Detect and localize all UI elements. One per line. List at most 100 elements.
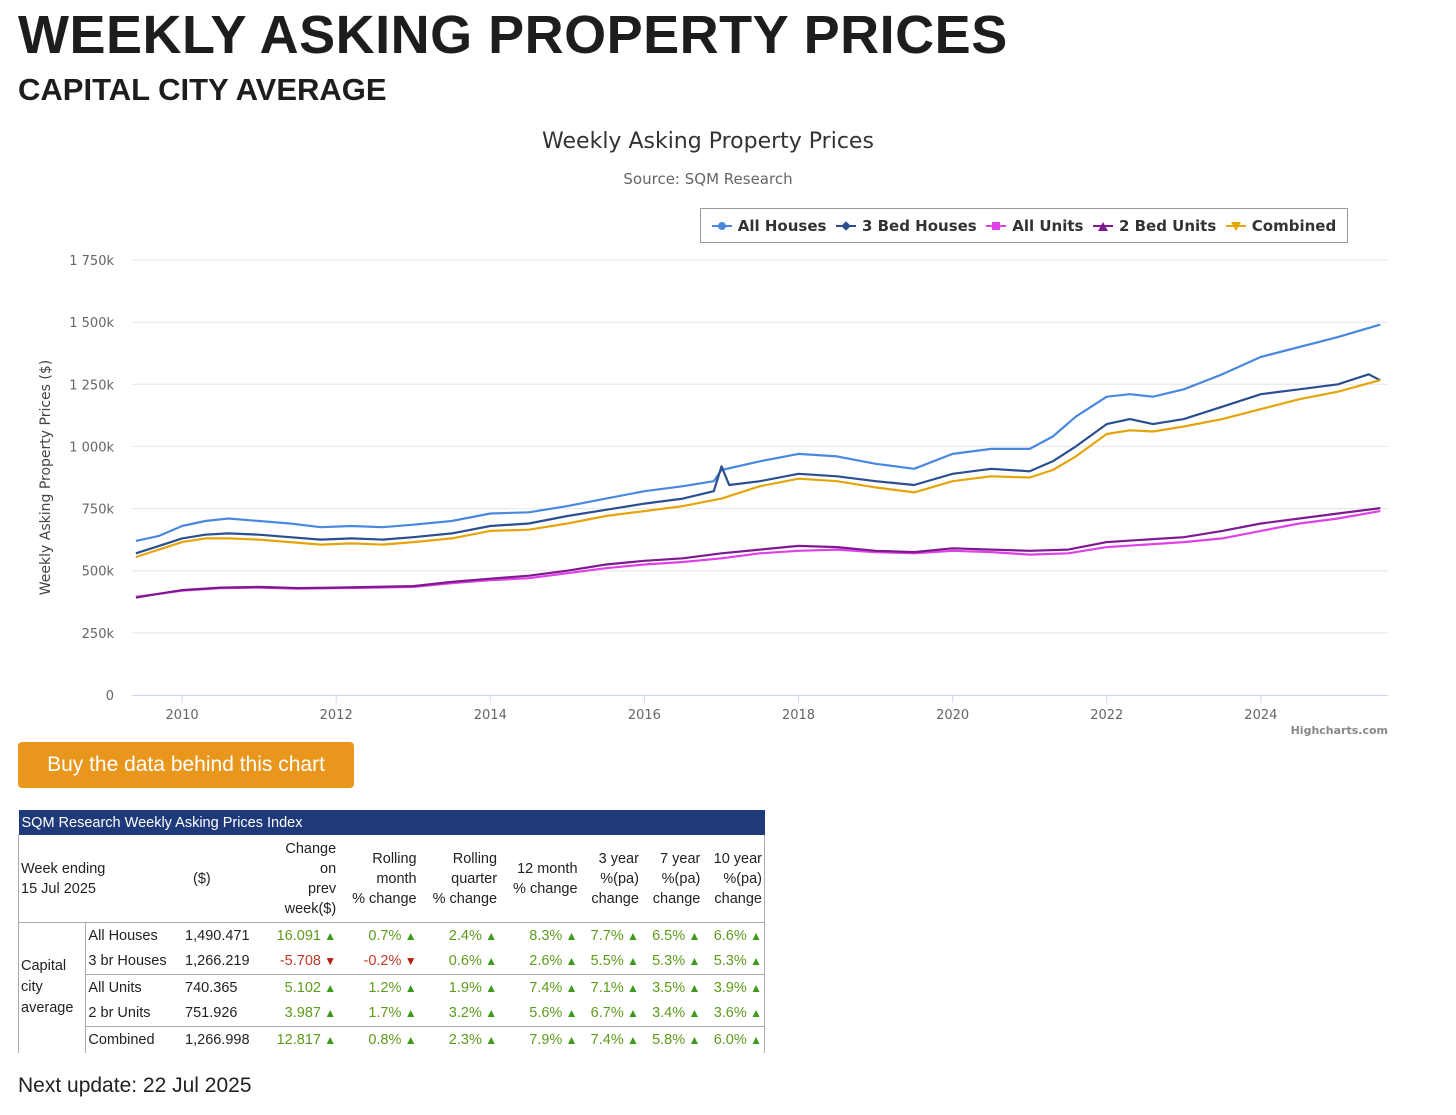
row-label: All Units [85, 974, 184, 1001]
legend-item[interactable]: All Houses [711, 217, 826, 235]
up-arrow-icon: ▲ [562, 1006, 578, 1021]
table-header-row: Week ending 15 Jul 2025 ($) Change on prev… [18, 835, 766, 923]
up-arrow-icon: ▲ [623, 1006, 639, 1021]
y-tick-label: 250k [82, 627, 115, 642]
change-value: 7.9% [529, 1031, 563, 1048]
page-subtitle: CAPITAL CITY AVERAGE [18, 72, 387, 107]
header-c1: Change on prev week($) [284, 840, 337, 917]
change-cell: 5.102 ▲ [263, 974, 339, 1001]
change-cell: 5.6% ▲ [499, 1001, 579, 1027]
up-arrow-icon: ▲ [685, 1032, 701, 1047]
header-c3: Rolling quarter% change [432, 850, 498, 907]
x-tick-label: 2022 [1090, 708, 1123, 723]
change-cell: 6.6% ▲ [702, 922, 766, 949]
change-cell: 6.0% ▲ [702, 1026, 766, 1053]
legend-item[interactable]: 2 Bed Units [1092, 217, 1216, 235]
buy-data-button[interactable]: Buy the data behind this chart [18, 742, 354, 788]
up-arrow-icon: ▲ [562, 928, 578, 943]
change-cell: 7.4% ▲ [579, 1026, 641, 1053]
change-cell: 7.9% ▲ [499, 1026, 580, 1053]
y-axis-label: Weekly Asking Property Prices ($) [38, 360, 54, 595]
change-cell: 6.5% ▲ [641, 923, 702, 949]
series-line-all-units[interactable] [135, 510, 1381, 598]
change-cell: -0.2% ▼ [338, 949, 418, 975]
row-label: All Houses [88, 927, 158, 944]
row-price: 1,266.998 [183, 1026, 264, 1053]
change-cell: 12.817 ▲ [263, 1026, 339, 1053]
square-marker-icon [986, 219, 1007, 233]
up-arrow-icon: ▲ [623, 980, 639, 995]
change-value: 3.2% [448, 1005, 482, 1022]
chart-container: Weekly Asking Property Prices Source: SQM… [0, 110, 1456, 750]
up-arrow-icon: ▲ [685, 954, 701, 969]
y-tick-label: 1 750k [69, 254, 114, 269]
header-week: Week ending 15 Jul 2025 [18, 835, 184, 923]
series-line-combined[interactable] [135, 379, 1381, 559]
row-price: 740.365 [183, 974, 264, 1001]
change-value: 1.9% [448, 979, 482, 996]
change-value: 6.0% [713, 1031, 747, 1048]
chart-legend: All Houses 3 Bed Houses All Units 2 Bed Uni… [700, 208, 1348, 243]
change-value: 1.7% [368, 1005, 402, 1022]
change-value: 5.3% [713, 953, 747, 970]
x-tick-label: 2024 [1244, 708, 1277, 723]
change-value: -0.2% [363, 953, 402, 970]
line-chart: Weekly Asking Property Prices Source: SQM… [38, 129, 1388, 723]
index-table: SQM Research Weekly Asking Prices Index … [17, 810, 766, 1053]
up-arrow-icon: ▲ [685, 980, 701, 995]
change-value: 3.987 [284, 1005, 321, 1022]
x-tick-label: 2018 [782, 708, 815, 723]
change-cell: 6.7% ▲ [580, 1001, 641, 1027]
change-cell: 1.9% ▲ [418, 974, 500, 1001]
change-value: 3.5% [652, 979, 686, 996]
y-tick-label: 1 250k [69, 378, 114, 393]
up-arrow-icon: ▲ [320, 1006, 337, 1021]
page-title: WEEKLY ASKING PROPERTY PRICES [18, 5, 1008, 65]
next-update-text: Next update: 22 Jul 2025 [18, 1074, 252, 1097]
up-arrow-icon: ▲ [623, 928, 639, 943]
triangle-down-marker-icon [1225, 219, 1246, 233]
legend-item[interactable]: All Units [986, 217, 1083, 235]
legend-item[interactable]: 3 Bed Houses [835, 217, 977, 235]
table-row: Combined 1,266.998 12.817 ▲ 0.8% ▲ 2.3% ▲ 7.9… [19, 1026, 766, 1053]
header-price: ($) [193, 870, 211, 887]
change-value: 0.7% [368, 927, 402, 944]
row-label: 3 br Houses [88, 953, 167, 970]
legend-item[interactable]: Combined [1225, 216, 1337, 235]
change-value: 6.6% [713, 927, 747, 944]
up-arrow-icon: ▲ [562, 954, 578, 969]
change-value: 5.102 [284, 979, 321, 996]
up-arrow-icon: ▲ [746, 1006, 762, 1021]
series-line-3-bed-houses[interactable] [135, 373, 1381, 555]
change-cell: 3.5% ▲ [640, 974, 703, 1001]
change-value: 7.1% [590, 979, 624, 996]
header-c5: 3 year %(pa) change [591, 850, 639, 907]
change-value: 6.7% [590, 1005, 624, 1022]
group-label: Capital city average [17, 922, 87, 1053]
chart-subtitle: Source: SQM Research [623, 170, 792, 188]
highcharts-credits[interactable]: Highcharts.com [1290, 724, 1388, 737]
change-cell: 5.3% ▲ [702, 948, 766, 975]
y-tick-label: 500k [82, 565, 115, 580]
change-cell: -5.708 ▼ [264, 949, 339, 975]
change-cell: 1.2% ▲ [338, 974, 419, 1001]
up-arrow-icon: ▲ [685, 1006, 701, 1021]
legend-label: Combined [1251, 216, 1337, 235]
up-arrow-icon: ▲ [623, 954, 639, 969]
change-cell: 3.2% ▲ [419, 1001, 499, 1027]
change-value: 2.6% [529, 953, 563, 970]
row-price: 1,490.471 [185, 927, 250, 944]
change-value: 6.5% [652, 927, 686, 944]
legend-label: All Units [1012, 216, 1084, 235]
table-caption: SQM Research Weekly Asking Prices Index [18, 810, 765, 835]
change-cell: 2.3% ▲ [418, 1026, 500, 1053]
x-tick-label: 2016 [628, 708, 661, 723]
change-cell: 16.091 ▲ [264, 923, 339, 949]
change-cell: 0.7% ▲ [338, 923, 418, 949]
down-arrow-icon: ▼ [401, 954, 417, 969]
x-tick-label: 2020 [936, 708, 969, 723]
change-cell: 3.9% ▲ [702, 974, 766, 1001]
series-line-2-bed-units[interactable] [135, 507, 1381, 599]
up-arrow-icon: ▲ [481, 980, 498, 995]
change-value: -5.708 [279, 953, 321, 970]
